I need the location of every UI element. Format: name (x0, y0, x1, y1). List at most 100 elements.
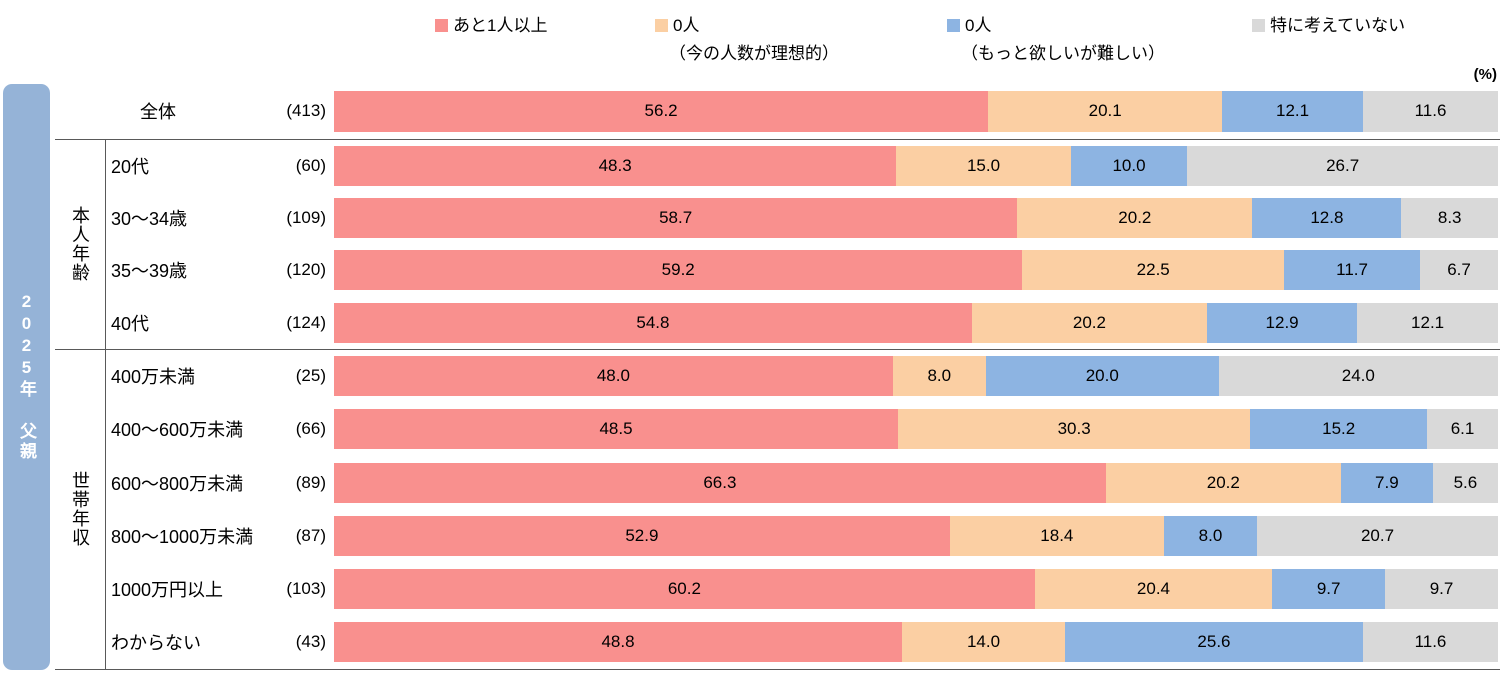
bar-segment-value: 54.8 (636, 312, 670, 332)
row-label: 20代 (111, 156, 150, 177)
bar-segment: 8.3 (1401, 198, 1498, 239)
bar-segment: 58.7 (334, 198, 1018, 239)
bar-segment: 59.2 (334, 250, 1023, 291)
row-sample-size: (89) (295, 472, 326, 492)
bar-segment-value: 9.7 (1316, 579, 1341, 599)
legend-item: あと1人以上 (435, 15, 547, 36)
row-label-cell: 35～39歳 (120) (106, 257, 334, 283)
bar-cell: 48.0 8.0 20.0 24.0 (334, 356, 1498, 397)
bar-cell: 58.7 20.2 12.8 8.3 (334, 198, 1498, 239)
row-label: 40代 (111, 313, 150, 334)
row-label: 1000万円以上 (111, 580, 224, 601)
bar-segment-value: 24.0 (1341, 366, 1375, 386)
bar-segment: 8.0 (892, 356, 986, 397)
bar-segment: 24.0 (1218, 356, 1498, 397)
group-income: 世帯年収 400万未満 (25) 48.0 8.0 20.0 24.0 400～600万未満 (… (55, 348, 1500, 670)
bar-segment-value: 7.9 (1375, 472, 1399, 492)
legend-entry: あと1人以上 (435, 15, 547, 36)
row-label-cell: 600～800万未満 (89) (106, 470, 334, 496)
row-sample-size: (413) (286, 101, 326, 121)
bar-segment: 48.8 (334, 622, 903, 663)
chart-row: 40代 (124) 54.8 20.2 12.9 12.1 (106, 296, 1500, 348)
bar-segment: 11.6 (1362, 622, 1498, 663)
bar-segment: 12.8 (1252, 198, 1402, 239)
stacked-bar: 66.3 20.2 7.9 5.6 (334, 462, 1498, 503)
stacked-bar: 54.8 20.2 12.9 12.1 (334, 302, 1498, 343)
legend-swatch (1252, 19, 1265, 33)
legend-label: 0人 (673, 16, 700, 35)
legend-swatch (655, 19, 668, 33)
bar-segment: 10.0 (1070, 145, 1188, 186)
bar-segment-value: 8.0 (1198, 525, 1223, 545)
row-label: 400～600万未満 (111, 420, 244, 441)
bar-segment: 48.0 (334, 356, 893, 397)
row-sample-size: (25) (295, 366, 326, 386)
legend-entry: 0人 (947, 15, 1165, 36)
bar-segment: 20.2 (1017, 198, 1253, 239)
bar-segment-value: 11.6 (1414, 101, 1447, 121)
legend-sublabel: （今の人数が理想的） (669, 44, 839, 64)
chart-row: 1000万円以上 (103) 60.2 20.4 9.7 9.7 (106, 563, 1500, 616)
bar-segment-value: 58.7 (659, 208, 693, 228)
bar-segment-value: 60.2 (667, 579, 701, 599)
chart-row: 400～600万未満 (66) 48.5 30.3 15.2 6.1 (106, 403, 1500, 456)
bar-segment: 12.9 (1207, 302, 1358, 343)
row-label: 全体 (140, 102, 176, 123)
chart-row: 800～1000万未満 (87) 52.9 18.4 8.0 20.7 (106, 509, 1500, 562)
bar-segment-value: 11.6 (1414, 632, 1447, 652)
bar-segment-value: 26.7 (1326, 155, 1360, 175)
bar-segment-value: 20.2 (1072, 312, 1106, 332)
bar-segment: 20.2 (971, 302, 1207, 343)
legend-label: 0人 (965, 16, 992, 35)
bar-segment-value: 20.2 (1118, 208, 1152, 228)
stacked-bar: 59.2 22.5 11.7 6.7 (334, 250, 1498, 291)
bar-segment: 20.4 (1034, 569, 1273, 610)
bar-segment-value: 66.3 (703, 472, 737, 492)
chart-row: 30～34歳 (109) 58.7 20.2 12.8 8.3 (106, 192, 1500, 244)
bar-segment-value: 18.4 (1040, 525, 1074, 545)
bar-segment: 6.1 (1427, 409, 1498, 450)
row-sample-size: (124) (286, 312, 326, 332)
row-sample-size: (60) (295, 155, 326, 175)
chart-row: 35～39歳 (120) 59.2 22.5 11.7 6.7 (106, 244, 1500, 296)
bar-cell: 48.5 30.3 15.2 6.1 (334, 409, 1498, 450)
bar-cell: 48.3 15.0 10.0 26.7 (334, 145, 1498, 186)
bar-cell: 59.2 22.5 11.7 6.7 (334, 250, 1498, 291)
bar-segment-value: 20.2 (1206, 472, 1240, 492)
bar-segment: 12.1 (1222, 90, 1363, 132)
bar-segment: 11.7 (1284, 250, 1421, 291)
bar-segment: 22.5 (1022, 250, 1285, 291)
stacked-bar: 60.2 20.4 9.7 9.7 (334, 569, 1498, 610)
chart-table: 全体 (413) 56.2 20.1 12.1 11.6 本人年齢 20代 (60) 48.3 1… (55, 84, 1500, 670)
bar-segment: 5.6 (1432, 462, 1498, 503)
legend-sublabel: （もっと欲しいが難しい） (961, 44, 1165, 64)
stacked-bar: 48.0 8.0 20.0 24.0 (334, 356, 1498, 397)
bar-segment-value: 20.1 (1088, 101, 1122, 121)
bar-segment: 20.2 (1105, 462, 1341, 503)
bar-segment: 20.7 (1257, 515, 1498, 556)
row-label: 400万未満 (111, 367, 196, 388)
stacked-bar: 48.3 15.0 10.0 26.7 (334, 145, 1498, 186)
legend-entry: 0人 (655, 15, 839, 36)
bar-segment: 12.1 (1357, 302, 1498, 343)
bar-segment: 20.0 (985, 356, 1219, 397)
bar-segment-value: 11.7 (1336, 260, 1368, 280)
bar-segment-value: 10.0 (1112, 155, 1146, 175)
bar-segment: 15.0 (896, 145, 1071, 186)
bar-segment-value: 22.5 (1136, 260, 1170, 280)
bar-segment-value: 9.7 (1429, 579, 1454, 599)
bar-segment: 9.7 (1385, 569, 1498, 610)
row-label-cell: わからない (43) (106, 629, 334, 655)
group-label-cell: 本人年齢 (55, 139, 106, 349)
bar-segment-value: 48.5 (599, 419, 633, 439)
row-label: 600～800万未満 (111, 473, 244, 494)
bar-segment-value: 14.0 (966, 632, 1001, 652)
chart-row: 20代 (60) 48.3 15.0 10.0 26.7 (106, 140, 1500, 192)
bar-segment-value: 12.9 (1265, 312, 1299, 332)
bar-segment-value: 20.4 (1136, 579, 1170, 599)
row-label-cell: 1000万円以上 (103) (106, 576, 334, 602)
year-group-label: 2025年 父親 (17, 292, 36, 462)
bar-segment-value: 15.0 (966, 155, 1001, 175)
bar-segment: 18.4 (949, 515, 1164, 556)
row-sample-size: (87) (295, 525, 326, 545)
